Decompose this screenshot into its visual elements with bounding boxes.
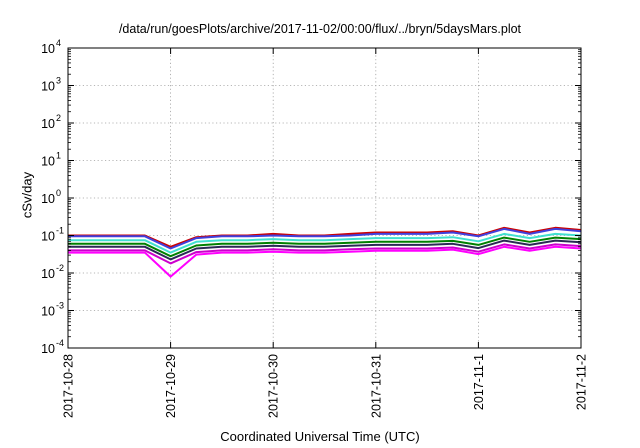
y-tick-label-exponent: 0 — [56, 188, 61, 198]
y-tick-label-base: 10 — [41, 155, 55, 169]
y-tick-label-exponent: -1 — [56, 226, 64, 236]
data-series-line-4 — [68, 236, 582, 258]
y-tick-label: 10 -1 — [41, 226, 64, 244]
grid-layer — [68, 48, 581, 348]
y-tick-label-base: 10 — [41, 230, 55, 244]
series-layer — [68, 226, 582, 278]
y-tick-label-base: 10 — [41, 342, 55, 356]
x-tick-label: 2017-10-28 — [62, 354, 76, 418]
y-tick-label-exponent: 4 — [56, 38, 61, 48]
data-series-line-7 — [68, 245, 582, 278]
x-tick-label: 2017-11-2 — [575, 354, 589, 410]
chart-title: /data/run/goesPlots/archive/2017-11-02/0… — [118, 22, 522, 36]
y-tick-label-base: 10 — [41, 80, 55, 94]
y-tick-label-exponent: -3 — [56, 301, 64, 311]
y-tick-label: 10 2 — [41, 113, 61, 131]
y-tick-label-base: 10 — [41, 305, 55, 319]
y-tick-label-exponent: 2 — [56, 113, 61, 123]
y-tick-label-base: 10 — [41, 267, 55, 281]
y-tick-label-base: 10 — [41, 117, 55, 131]
y-tick-label-exponent: -2 — [56, 263, 64, 273]
y-tick-label-exponent: 3 — [56, 76, 61, 86]
x-tick-label: 2017-11-1 — [472, 354, 486, 410]
y-tick-label: 10 -3 — [41, 301, 64, 319]
y-tick-label-exponent: -4 — [56, 338, 64, 348]
x-axis-title: Coordinated Universal Time (UTC) — [220, 429, 420, 444]
x-tick-label: 2017-10-29 — [164, 354, 178, 418]
y-tick-label: 10 3 — [41, 76, 61, 94]
x-tick-label: 2017-10-30 — [267, 354, 281, 418]
y-tick-label-base: 10 — [41, 192, 55, 206]
y-tick-label-exponent: 1 — [56, 151, 61, 161]
y-tick-label: 10 1 — [41, 151, 61, 169]
data-series-line-6 — [68, 243, 582, 265]
data-series-line-3 — [68, 232, 582, 254]
y-tick-label-base: 10 — [41, 42, 55, 56]
y-tick-label: 10 0 — [41, 188, 61, 206]
y-tick-label: 10 -2 — [41, 263, 64, 281]
y-tick-label: 10 4 — [41, 38, 61, 56]
x-tick-label: 2017-10-31 — [369, 354, 383, 418]
plot-frame — [67, 47, 582, 349]
y-tick-label: 10 -4 — [41, 338, 64, 356]
data-series-line-2 — [68, 227, 582, 250]
data-series-line-5 — [68, 239, 582, 261]
